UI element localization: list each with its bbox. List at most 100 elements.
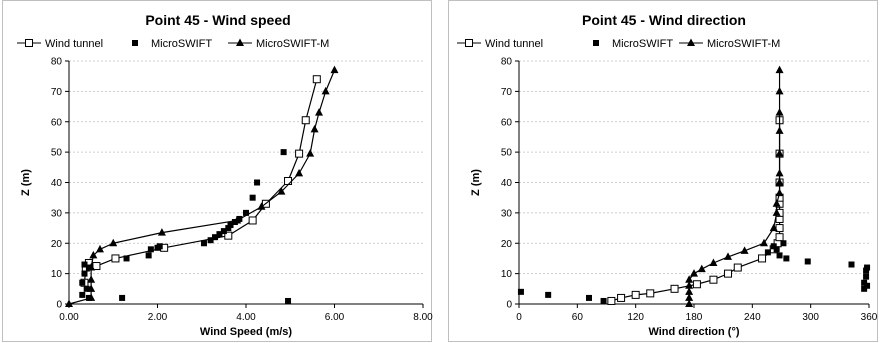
data-point (775, 65, 784, 74)
y-axis-title: Z (m) (20, 169, 32, 196)
y-tick-label: 30 (51, 208, 63, 219)
data-point (310, 124, 319, 133)
data-point (863, 273, 870, 280)
y-tick-label: 40 (501, 178, 513, 189)
data-point (227, 222, 234, 229)
data-point (87, 263, 96, 271)
legend-label: MicroSWIFT-M (256, 38, 329, 50)
data-point (87, 275, 96, 283)
legend-label: MicroSWIFT (612, 38, 673, 50)
data-point (775, 86, 784, 95)
x-tick-label: 300 (802, 312, 819, 323)
data-point (607, 296, 616, 305)
x-tick-label: 120 (627, 312, 644, 323)
data-point (220, 228, 227, 235)
data-point (864, 282, 871, 289)
data-point (224, 231, 233, 240)
data-point (758, 254, 767, 263)
data-point (330, 65, 339, 74)
data-point (760, 238, 768, 247)
data-point (109, 238, 118, 247)
data-point (517, 288, 524, 295)
x-tick-label: 4.00 (236, 312, 256, 323)
data-point (89, 250, 98, 259)
wind-speed-panel: Point 45 - Wind speed Wind tunnel MicroSWI… (2, 0, 433, 342)
data-point (65, 299, 73, 307)
data-point (780, 240, 787, 247)
data-point (83, 285, 90, 292)
series-microswift (517, 240, 871, 304)
x-tick-label: 0.00 (59, 312, 79, 323)
data-point (321, 86, 330, 95)
data-point (670, 284, 679, 293)
chart-title: Point 45 - Wind direction (582, 12, 746, 28)
data-point (123, 255, 130, 262)
legend: Wind tunnel MicroSWIFT MicroSWIFT-M (17, 38, 329, 50)
y-axis-title: Z (m) (470, 169, 482, 196)
data-point (863, 267, 870, 274)
data-point (257, 202, 266, 210)
data-point (692, 280, 701, 289)
legend-marker (132, 40, 138, 46)
data-point (775, 178, 784, 186)
data-point (685, 293, 694, 301)
data-point (119, 294, 126, 301)
legend-label: MicroSWIFT-M (707, 38, 780, 50)
data-point (776, 252, 783, 259)
data-point (243, 209, 249, 216)
data-point (87, 284, 96, 292)
data-point (312, 75, 321, 84)
legend: Wind tunnel MicroSWIFT MicroSWIFT-M (457, 38, 780, 50)
data-point (216, 231, 223, 238)
data-point (249, 194, 256, 201)
legend-item: Wind tunnel (17, 38, 103, 50)
data-point (280, 149, 287, 156)
data-point (600, 297, 607, 304)
data-point (775, 149, 784, 157)
data-point (87, 293, 96, 301)
data-point (145, 252, 152, 259)
data-point (724, 269, 733, 278)
data-point (690, 269, 698, 277)
legend-marker (687, 38, 695, 46)
y-tick-label: 10 (51, 269, 63, 280)
y-tick-label: 40 (51, 178, 63, 189)
wind-speed-chart: Point 45 - Wind speed Wind tunnel MicroSWI… (17, 12, 433, 338)
data-point (685, 287, 694, 295)
y-tick-label: 0 (506, 300, 512, 311)
y-tick-label: 80 (501, 57, 513, 68)
data-point (773, 246, 780, 253)
series-microswift-m (685, 65, 784, 307)
data-point (775, 188, 784, 197)
data-point (254, 179, 261, 186)
data-point (709, 275, 718, 284)
data-point (848, 261, 855, 268)
data-point (212, 234, 219, 241)
y-tick-label: 0 (56, 300, 62, 311)
data-point (81, 261, 88, 268)
data-point (81, 270, 88, 277)
legend-label: MicroSWIFT (151, 38, 212, 50)
data-point (277, 187, 286, 195)
y-tick-label: 80 (51, 57, 63, 68)
x-tick-label: 180 (686, 312, 703, 323)
data-point (685, 299, 694, 307)
y-tick-label: 50 (51, 148, 63, 159)
data-point (295, 149, 304, 158)
data-point (284, 176, 293, 185)
data-point (295, 168, 304, 177)
data-point (631, 290, 640, 299)
data-point (864, 264, 871, 271)
data-point (646, 289, 655, 298)
data-point (225, 225, 232, 232)
data-point (697, 264, 706, 273)
x-tick-label: 360 (861, 312, 878, 323)
legend-item: MicroSWIFT-M (679, 38, 780, 50)
x-axis-title: Wind direction (°) (648, 326, 739, 338)
x-tick-label: 8.00 (413, 312, 433, 323)
legend-item: MicroSWIFT (132, 38, 212, 50)
data-point (285, 297, 292, 304)
y-tick-label: 60 (501, 117, 513, 128)
data-point (685, 281, 694, 289)
legend-item: MicroSWIFT-M (228, 38, 329, 50)
